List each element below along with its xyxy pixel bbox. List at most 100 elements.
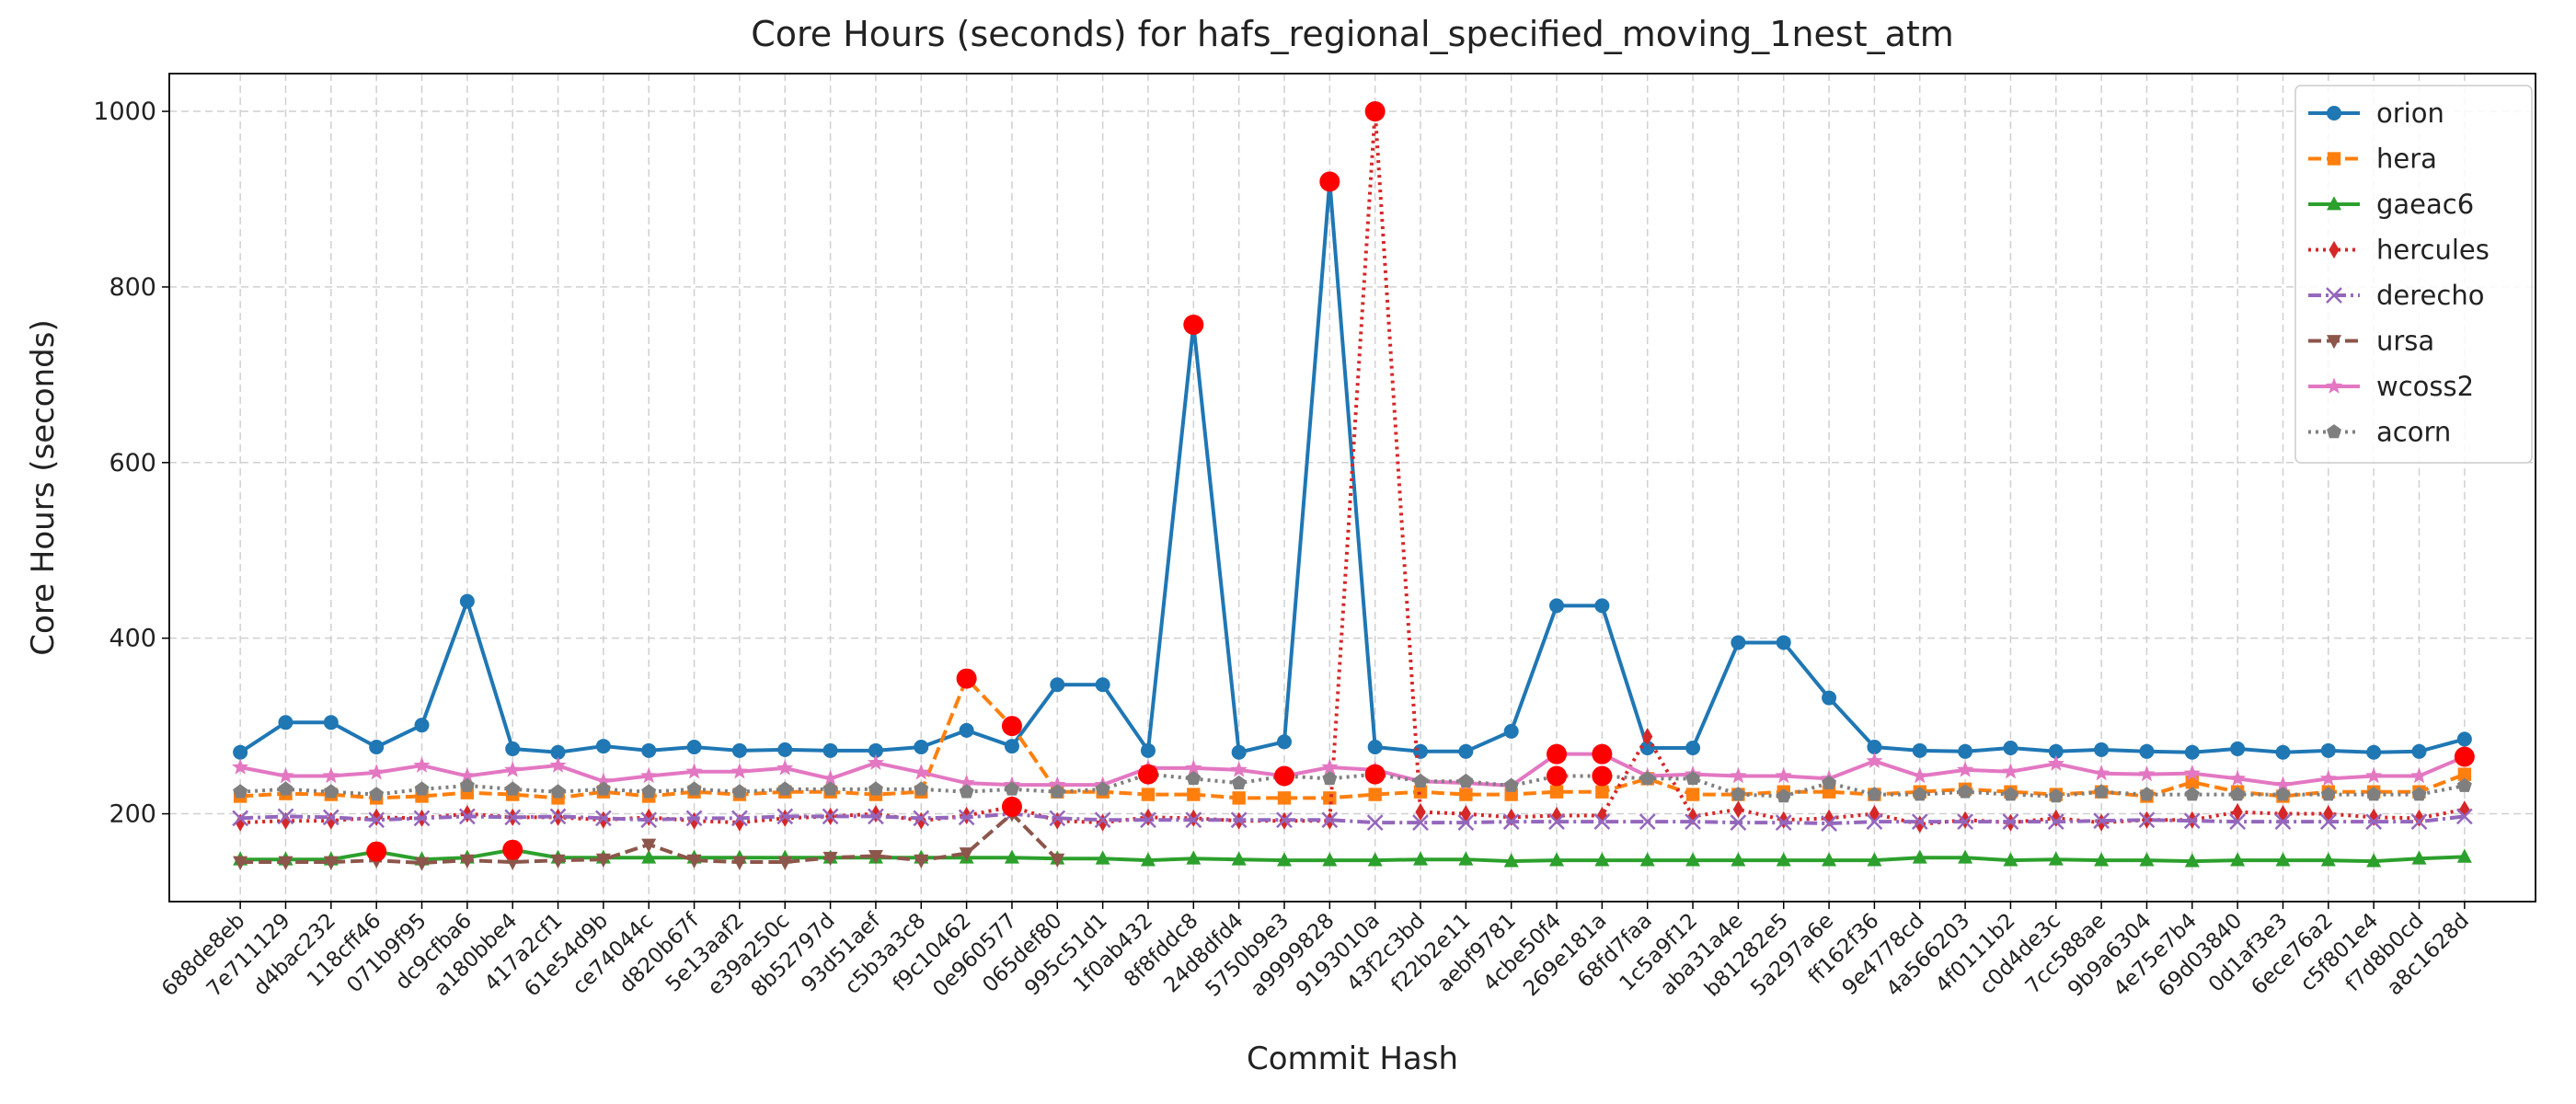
- data-point: [1730, 766, 1747, 784]
- data-point: [594, 810, 612, 827]
- data-point: [1186, 770, 1202, 786]
- data-point: [777, 856, 793, 870]
- data-point: [1912, 742, 1927, 758]
- data-point: [2003, 852, 2018, 867]
- data-point: [822, 808, 839, 825]
- data-point: [1276, 852, 1292, 867]
- data-point: [1549, 598, 1565, 614]
- data-point: [1639, 852, 1655, 867]
- data-point: [1866, 752, 1883, 769]
- data-point: [822, 851, 838, 867]
- data-point: [1685, 740, 1701, 755]
- data-point: [2139, 787, 2155, 801]
- highlight-point: [366, 841, 387, 862]
- data-point: [1457, 814, 1475, 831]
- data-point: [368, 764, 385, 780]
- data-point: [2094, 784, 2110, 799]
- legend-label: acorn: [2376, 417, 2451, 448]
- legend-label: wcoss2: [2376, 371, 2474, 402]
- y-tick-label: 1000: [93, 98, 156, 126]
- data-point: [1956, 761, 1974, 777]
- data-point: [1911, 813, 1928, 831]
- data-point: [1095, 850, 1110, 865]
- data-point: [413, 810, 431, 827]
- data-point: [232, 810, 249, 827]
- data-point: [322, 766, 339, 784]
- data-point: [369, 787, 385, 801]
- data-point: [1685, 770, 1701, 786]
- data-point: [1095, 677, 1110, 693]
- data-point: [1140, 852, 1156, 867]
- data-point: [2275, 852, 2291, 867]
- data-point: [1413, 851, 1429, 866]
- data-point: [1503, 853, 1519, 868]
- data-point: [1685, 813, 1701, 831]
- data-point: [278, 781, 293, 796]
- data-point: [1230, 761, 1248, 777]
- plot-frame: [168, 73, 2536, 903]
- data-point: [459, 854, 475, 868]
- data-point: [2094, 742, 2110, 757]
- data-point: [458, 766, 476, 784]
- data-point: [1094, 811, 1111, 829]
- data-point: [2410, 813, 2428, 831]
- data-point: [641, 838, 657, 853]
- data-point: [734, 813, 745, 832]
- data-point: [278, 715, 293, 730]
- data-point: [1050, 853, 1065, 868]
- x-axis-label: Commit Hash: [1247, 1041, 1458, 1077]
- legend-marker: [2327, 424, 2341, 439]
- data-point: [323, 715, 339, 730]
- highlight-point: [1001, 716, 1022, 737]
- legend-marker: [2325, 377, 2343, 394]
- data-point: [1639, 813, 1656, 831]
- highlight-point: [1547, 743, 1568, 765]
- data-point: [2365, 766, 2383, 784]
- data-point: [641, 742, 657, 758]
- data-point: [1095, 781, 1110, 796]
- data-point: [2413, 809, 2425, 827]
- data-point: [323, 856, 339, 870]
- data-point: [505, 856, 521, 870]
- highlight-point: [502, 839, 523, 860]
- legend-label: gaeac6: [2376, 189, 2474, 220]
- data-point: [959, 847, 974, 862]
- data-point: [1958, 849, 1973, 864]
- data-point: [643, 808, 654, 826]
- data-point: [2366, 787, 2382, 801]
- data-point: [776, 808, 794, 825]
- data-point: [1458, 851, 1474, 866]
- data-point: [1687, 807, 1698, 826]
- data-point: [686, 854, 702, 868]
- data-point: [2138, 811, 2156, 829]
- data-point: [1141, 788, 1156, 801]
- legend-marker: [2327, 152, 2341, 166]
- data-point: [414, 857, 430, 871]
- data-point: [2092, 765, 2110, 781]
- data-point: [777, 781, 793, 796]
- legend-marker: [2327, 106, 2341, 121]
- legend-label: hera: [2376, 144, 2437, 175]
- data-point: [1277, 791, 1292, 805]
- data-point: [641, 784, 657, 799]
- data-point: [277, 808, 294, 825]
- data-point: [822, 781, 838, 796]
- data-point: [1958, 743, 1973, 759]
- data-point: [1050, 784, 1065, 799]
- data-point: [368, 811, 385, 829]
- data-point: [640, 766, 658, 784]
- data-point: [688, 811, 700, 830]
- data-point: [280, 811, 292, 830]
- data-point: [1642, 727, 1653, 746]
- data-point: [1594, 852, 1610, 867]
- data-point: [550, 784, 566, 799]
- data-point: [2368, 808, 2379, 826]
- data-point: [822, 769, 839, 787]
- data-point: [1459, 788, 1473, 801]
- data-point: [1867, 740, 1882, 755]
- data-point: [1822, 690, 1837, 706]
- data-point: [686, 740, 702, 755]
- data-point: [2411, 850, 2427, 865]
- legend-label: ursa: [2376, 326, 2434, 357]
